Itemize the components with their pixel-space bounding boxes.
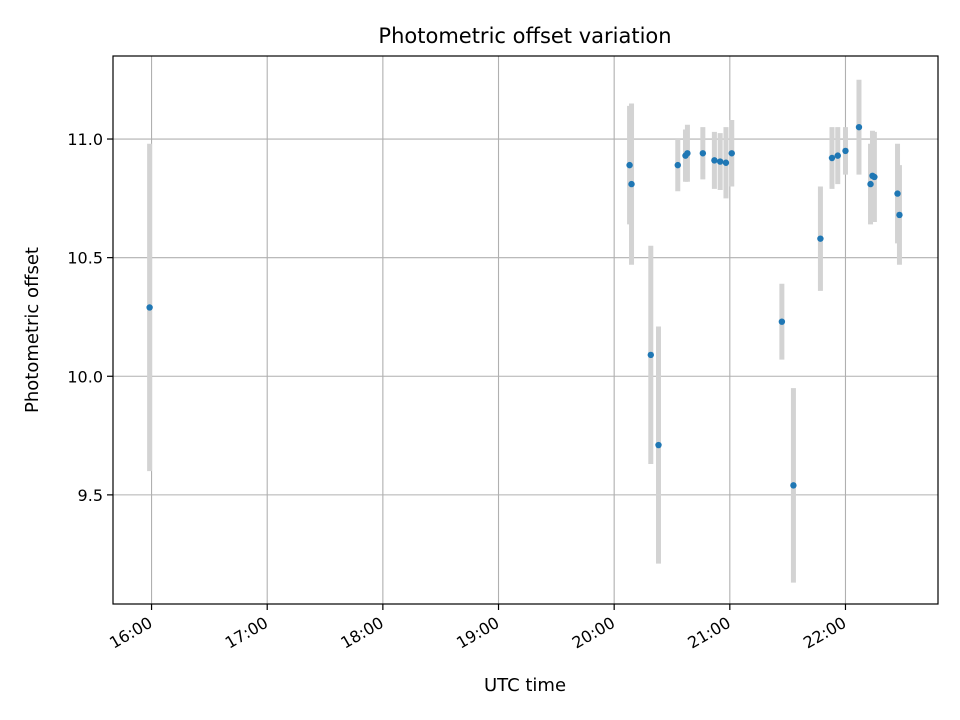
y-tick-label: 11.0 (67, 130, 103, 149)
data-point (146, 304, 153, 311)
data-point (699, 150, 707, 157)
data-points (146, 123, 903, 489)
data-point (894, 190, 901, 197)
data-point (711, 157, 718, 164)
chart-title: Photometric offset variation (378, 24, 671, 48)
plot-area (113, 56, 938, 604)
data-point (674, 161, 681, 169)
data-point (626, 161, 633, 169)
data-point (790, 482, 797, 489)
data-point (867, 180, 874, 188)
y-tick-label: 9.5 (78, 486, 103, 505)
y-tick-label: 10.5 (67, 249, 103, 268)
data-point (896, 211, 903, 219)
data-point (871, 173, 878, 181)
data-point (778, 318, 786, 325)
data-point (722, 159, 730, 166)
y-axis: 9.5 10.0 10.5 11.0 (67, 130, 113, 505)
data-point (647, 351, 654, 359)
plot-frame (112, 55, 939, 605)
grid (113, 56, 938, 604)
data-point (828, 154, 836, 162)
x-axis-title: UTC time (484, 675, 566, 696)
data-point (728, 150, 735, 157)
y-axis-title: Photometric offset (22, 247, 43, 413)
data-point (655, 441, 662, 449)
data-point (684, 150, 691, 157)
y-tick-label: 10.0 (67, 367, 103, 386)
data-point (716, 158, 724, 165)
data-point (628, 180, 635, 188)
data-point (834, 152, 841, 159)
data-point (842, 147, 849, 155)
data-point (817, 235, 824, 242)
data-point (855, 123, 863, 131)
